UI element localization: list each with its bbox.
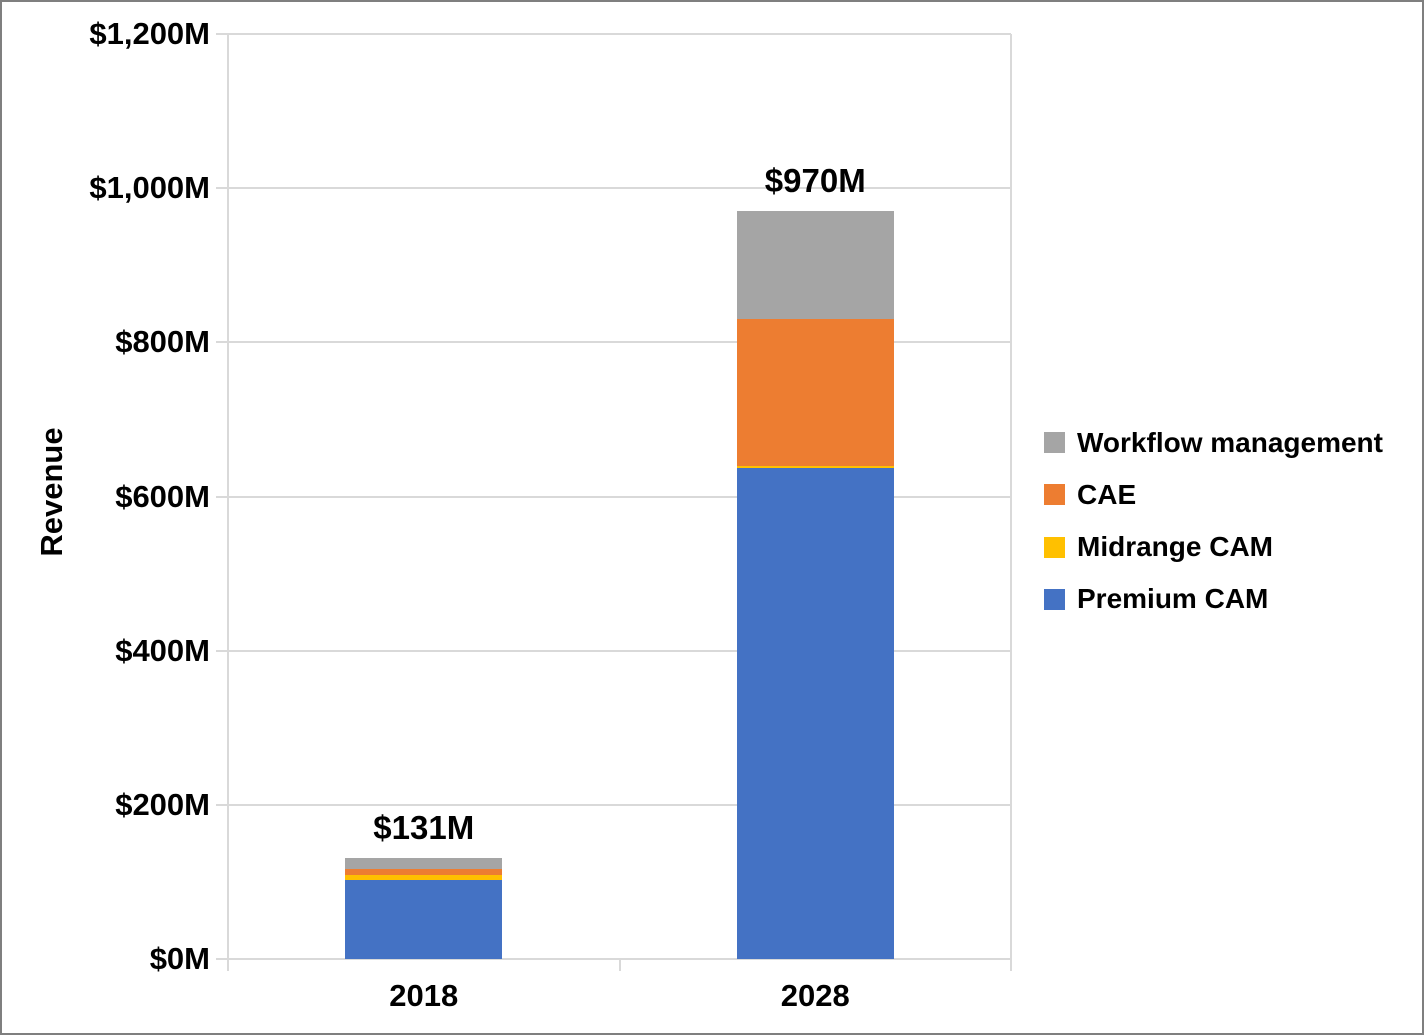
gridline: [228, 495, 1011, 498]
y-axis-tick: [216, 33, 228, 35]
y-tick-label: $0M: [149, 941, 210, 976]
bar-segment-workflow-management-2028: [736, 211, 894, 320]
x-category-label: 2028: [780, 978, 850, 1013]
plot-border-right: [1010, 34, 1012, 959]
bar-total-label: $131M: [373, 809, 475, 847]
legend-item-cae: CAE: [1044, 473, 1136, 517]
y-axis-tick: [216, 958, 228, 960]
y-tick-label: $600M: [115, 478, 210, 514]
y-axis-tick: [216, 187, 228, 190]
legend-label-workflow-management: Workflow management: [1077, 426, 1383, 458]
gridline: [228, 341, 1011, 344]
gridline: [228, 803, 1011, 806]
legend-label-cae: CAE: [1077, 478, 1137, 510]
y-tick-label: $200M: [115, 786, 210, 822]
legend-label-midrange-cam: Midrange CAM: [1077, 531, 1273, 563]
legend-swatch-workflow-management: [1044, 432, 1065, 453]
legend-swatch-midrange-cam: [1044, 536, 1065, 558]
legend-swatch-cae: [1044, 484, 1065, 506]
bar-segment-midrange-cam-2028: [736, 465, 894, 468]
bar-total-label: $970M: [764, 162, 866, 200]
gridline: [228, 649, 1011, 652]
legend-label-premium-cam: Premium CAM: [1077, 583, 1269, 615]
bar-segment-midrange-cam-2018: [345, 874, 503, 881]
x-axis-tick: [227, 959, 229, 971]
bar-segment-premium-cam-2018: [345, 880, 503, 959]
x-axis-tick: [1010, 959, 1012, 971]
legend-swatch-premium-cam: [1044, 588, 1065, 610]
x-category-label: 2018: [389, 978, 459, 1013]
bar-segment-workflow-management-2018: [345, 858, 503, 869]
y-tick-label: $1,000M: [89, 170, 210, 206]
y-axis-tick: [216, 649, 228, 652]
gridline: [228, 187, 1011, 190]
legend-item-premium-cam: Premium CAM: [1044, 577, 1268, 621]
y-tick-label: $800M: [115, 324, 210, 360]
y-axis-tick: [216, 803, 228, 806]
bar-segment-cae-2018: [345, 868, 503, 875]
y-tick-label: $400M: [115, 632, 210, 668]
gridline: [228, 33, 1011, 35]
x-axis-tick: [618, 959, 621, 971]
y-axis-tick: [216, 341, 228, 344]
y-tick-label: $1,200M: [89, 16, 210, 51]
bar-segment-premium-cam-2028: [736, 467, 894, 959]
bar-segment-cae-2028: [736, 319, 894, 466]
legend-item-midrange-cam: Midrange CAM: [1044, 525, 1273, 569]
y-axis-title: Revenue: [34, 427, 69, 557]
legend-item-workflow-management: Workflow management: [1044, 421, 1383, 465]
y-axis-line: [227, 34, 229, 959]
y-axis-tick: [216, 495, 228, 498]
